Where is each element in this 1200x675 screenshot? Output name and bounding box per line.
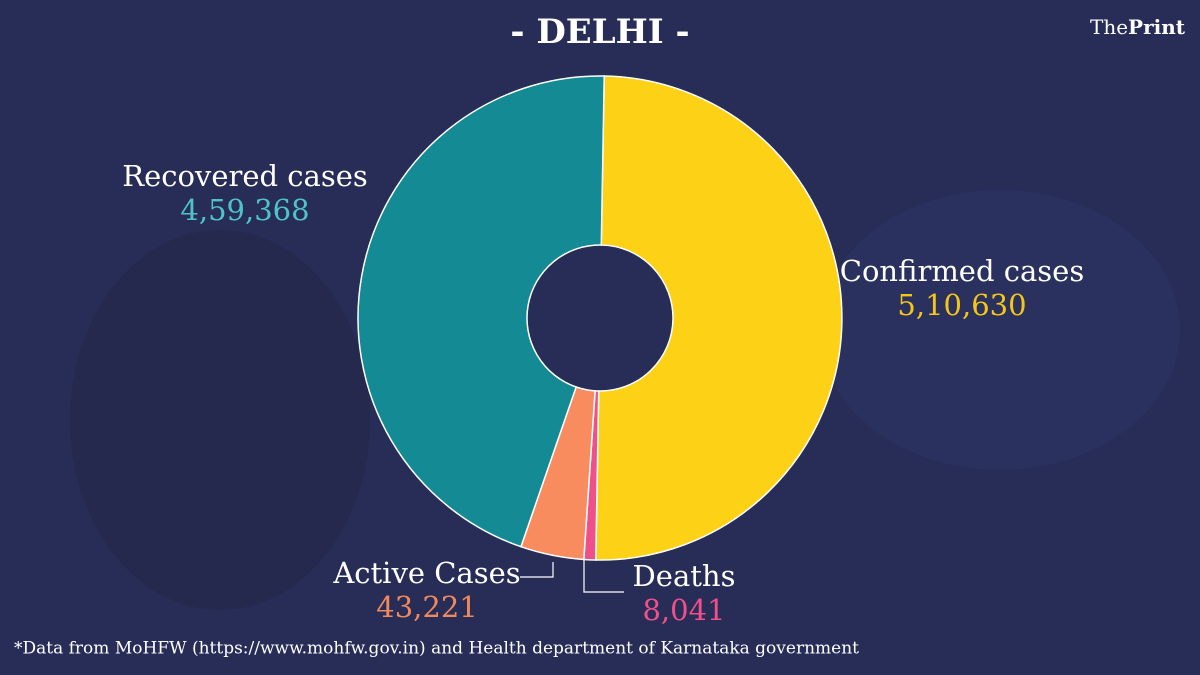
slice [357,75,605,548]
category-label: Confirmed cases [840,254,1084,288]
slice [595,75,843,561]
brand-prefix: The [1090,15,1128,39]
category-label: Active Cases [332,556,520,590]
value-label: 4,59,368 [180,193,309,227]
value-label: 5,10,630 [897,288,1026,322]
leader-line [520,562,554,578]
value-label: 43,221 [376,590,477,624]
category-label: Deaths [633,559,736,593]
brand-name: Print [1128,15,1186,39]
background-figure [70,230,370,610]
source-note: *Data from MoHFW (https://www.mohfw.gov.… [14,639,859,659]
slices [357,75,843,561]
category-label: Recovered cases [122,159,368,193]
leader-line [583,560,624,593]
background-map [820,190,1180,470]
brand: ThePrint [1090,15,1186,39]
chart-title: - DELHI - [510,12,689,52]
value-label: 8,041 [642,593,725,627]
